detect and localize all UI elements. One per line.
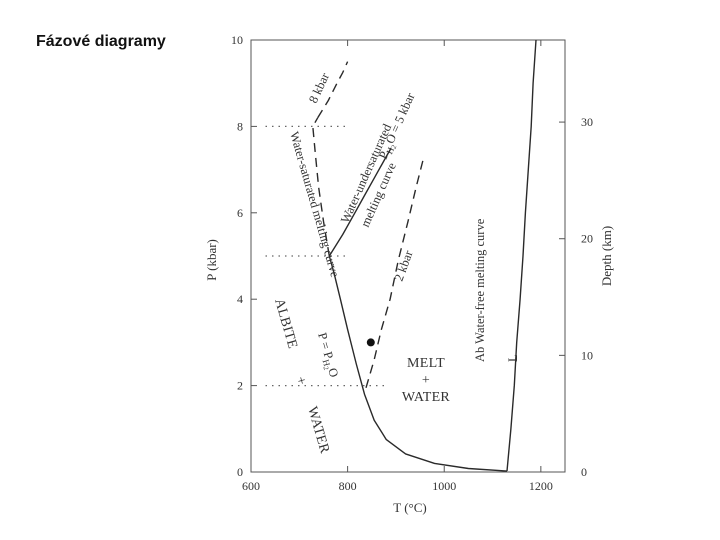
y-tick-label: 2 bbox=[237, 379, 243, 393]
curve-line bbox=[506, 39, 537, 472]
y-tick-label: 4 bbox=[237, 292, 243, 306]
x-axis-title: T (°C) bbox=[393, 500, 426, 515]
label-L: L bbox=[506, 354, 520, 362]
plot-border bbox=[250, 39, 566, 473]
y2-tick-label: 10 bbox=[581, 348, 593, 362]
svg-text:P = PH2O: P = PH2O bbox=[312, 331, 341, 380]
p-eq-o: O bbox=[325, 366, 341, 379]
y-axis-title: P (kbar) bbox=[204, 239, 219, 281]
slide-title: Fázové diagramy bbox=[36, 33, 166, 50]
label-plus-right: + bbox=[422, 373, 430, 388]
y-tick-label: 6 bbox=[237, 206, 243, 220]
label-plus-left: + bbox=[292, 375, 309, 387]
x-tick-label: 1000 bbox=[432, 479, 456, 493]
y2-axis-title: Depth (km) bbox=[599, 226, 614, 286]
p-eq-h: H bbox=[321, 358, 333, 367]
labels: T (°C) P (kbar) Depth (km) 8 kbar 2 kbar… bbox=[204, 70, 614, 515]
label-water-left: WATER bbox=[304, 405, 332, 456]
label-albite: ALBITE bbox=[271, 297, 300, 351]
y-tick-label: 0 bbox=[237, 465, 243, 479]
y-tick-label: 10 bbox=[231, 33, 243, 47]
x-tick-label: 1200 bbox=[529, 479, 553, 493]
marker-point bbox=[366, 338, 375, 347]
label-p-equals: P = PH2O bbox=[312, 331, 341, 380]
curve-line bbox=[328, 147, 392, 257]
label-melt: MELT bbox=[407, 356, 445, 371]
label-water-right: WATER bbox=[402, 390, 451, 405]
p-eq-2: 2 bbox=[321, 365, 330, 371]
marker-layer bbox=[366, 338, 375, 347]
h-subscript: H bbox=[384, 145, 396, 155]
label-water-free: Ab Water-free melting curve bbox=[473, 218, 487, 362]
two-subscript: 2 bbox=[390, 143, 399, 150]
p-eq-text: P = P bbox=[315, 331, 336, 361]
curve-line bbox=[328, 255, 508, 472]
curves bbox=[312, 39, 537, 472]
plot-frame bbox=[250, 39, 566, 473]
y-tick-label: 8 bbox=[237, 119, 243, 133]
y2-tick-label: 0 bbox=[581, 465, 587, 479]
label-2kbar: 2 kbar bbox=[392, 248, 416, 283]
axis-ticks: 600 800 1000 1200 0 2 4 6 8 10 0 10 20 30 bbox=[231, 33, 593, 493]
y2-tick-label: 30 bbox=[581, 115, 593, 129]
x-tick-label: 600 bbox=[242, 479, 260, 493]
x-tick-label: 800 bbox=[339, 479, 357, 493]
curve-line bbox=[365, 156, 425, 388]
o-equals: O = 5 kbar bbox=[383, 90, 418, 146]
dotted-guides bbox=[265, 125, 387, 387]
y2-tick-label: 20 bbox=[581, 232, 593, 246]
label-water-saturated: Water-saturated melting curve bbox=[287, 130, 342, 279]
